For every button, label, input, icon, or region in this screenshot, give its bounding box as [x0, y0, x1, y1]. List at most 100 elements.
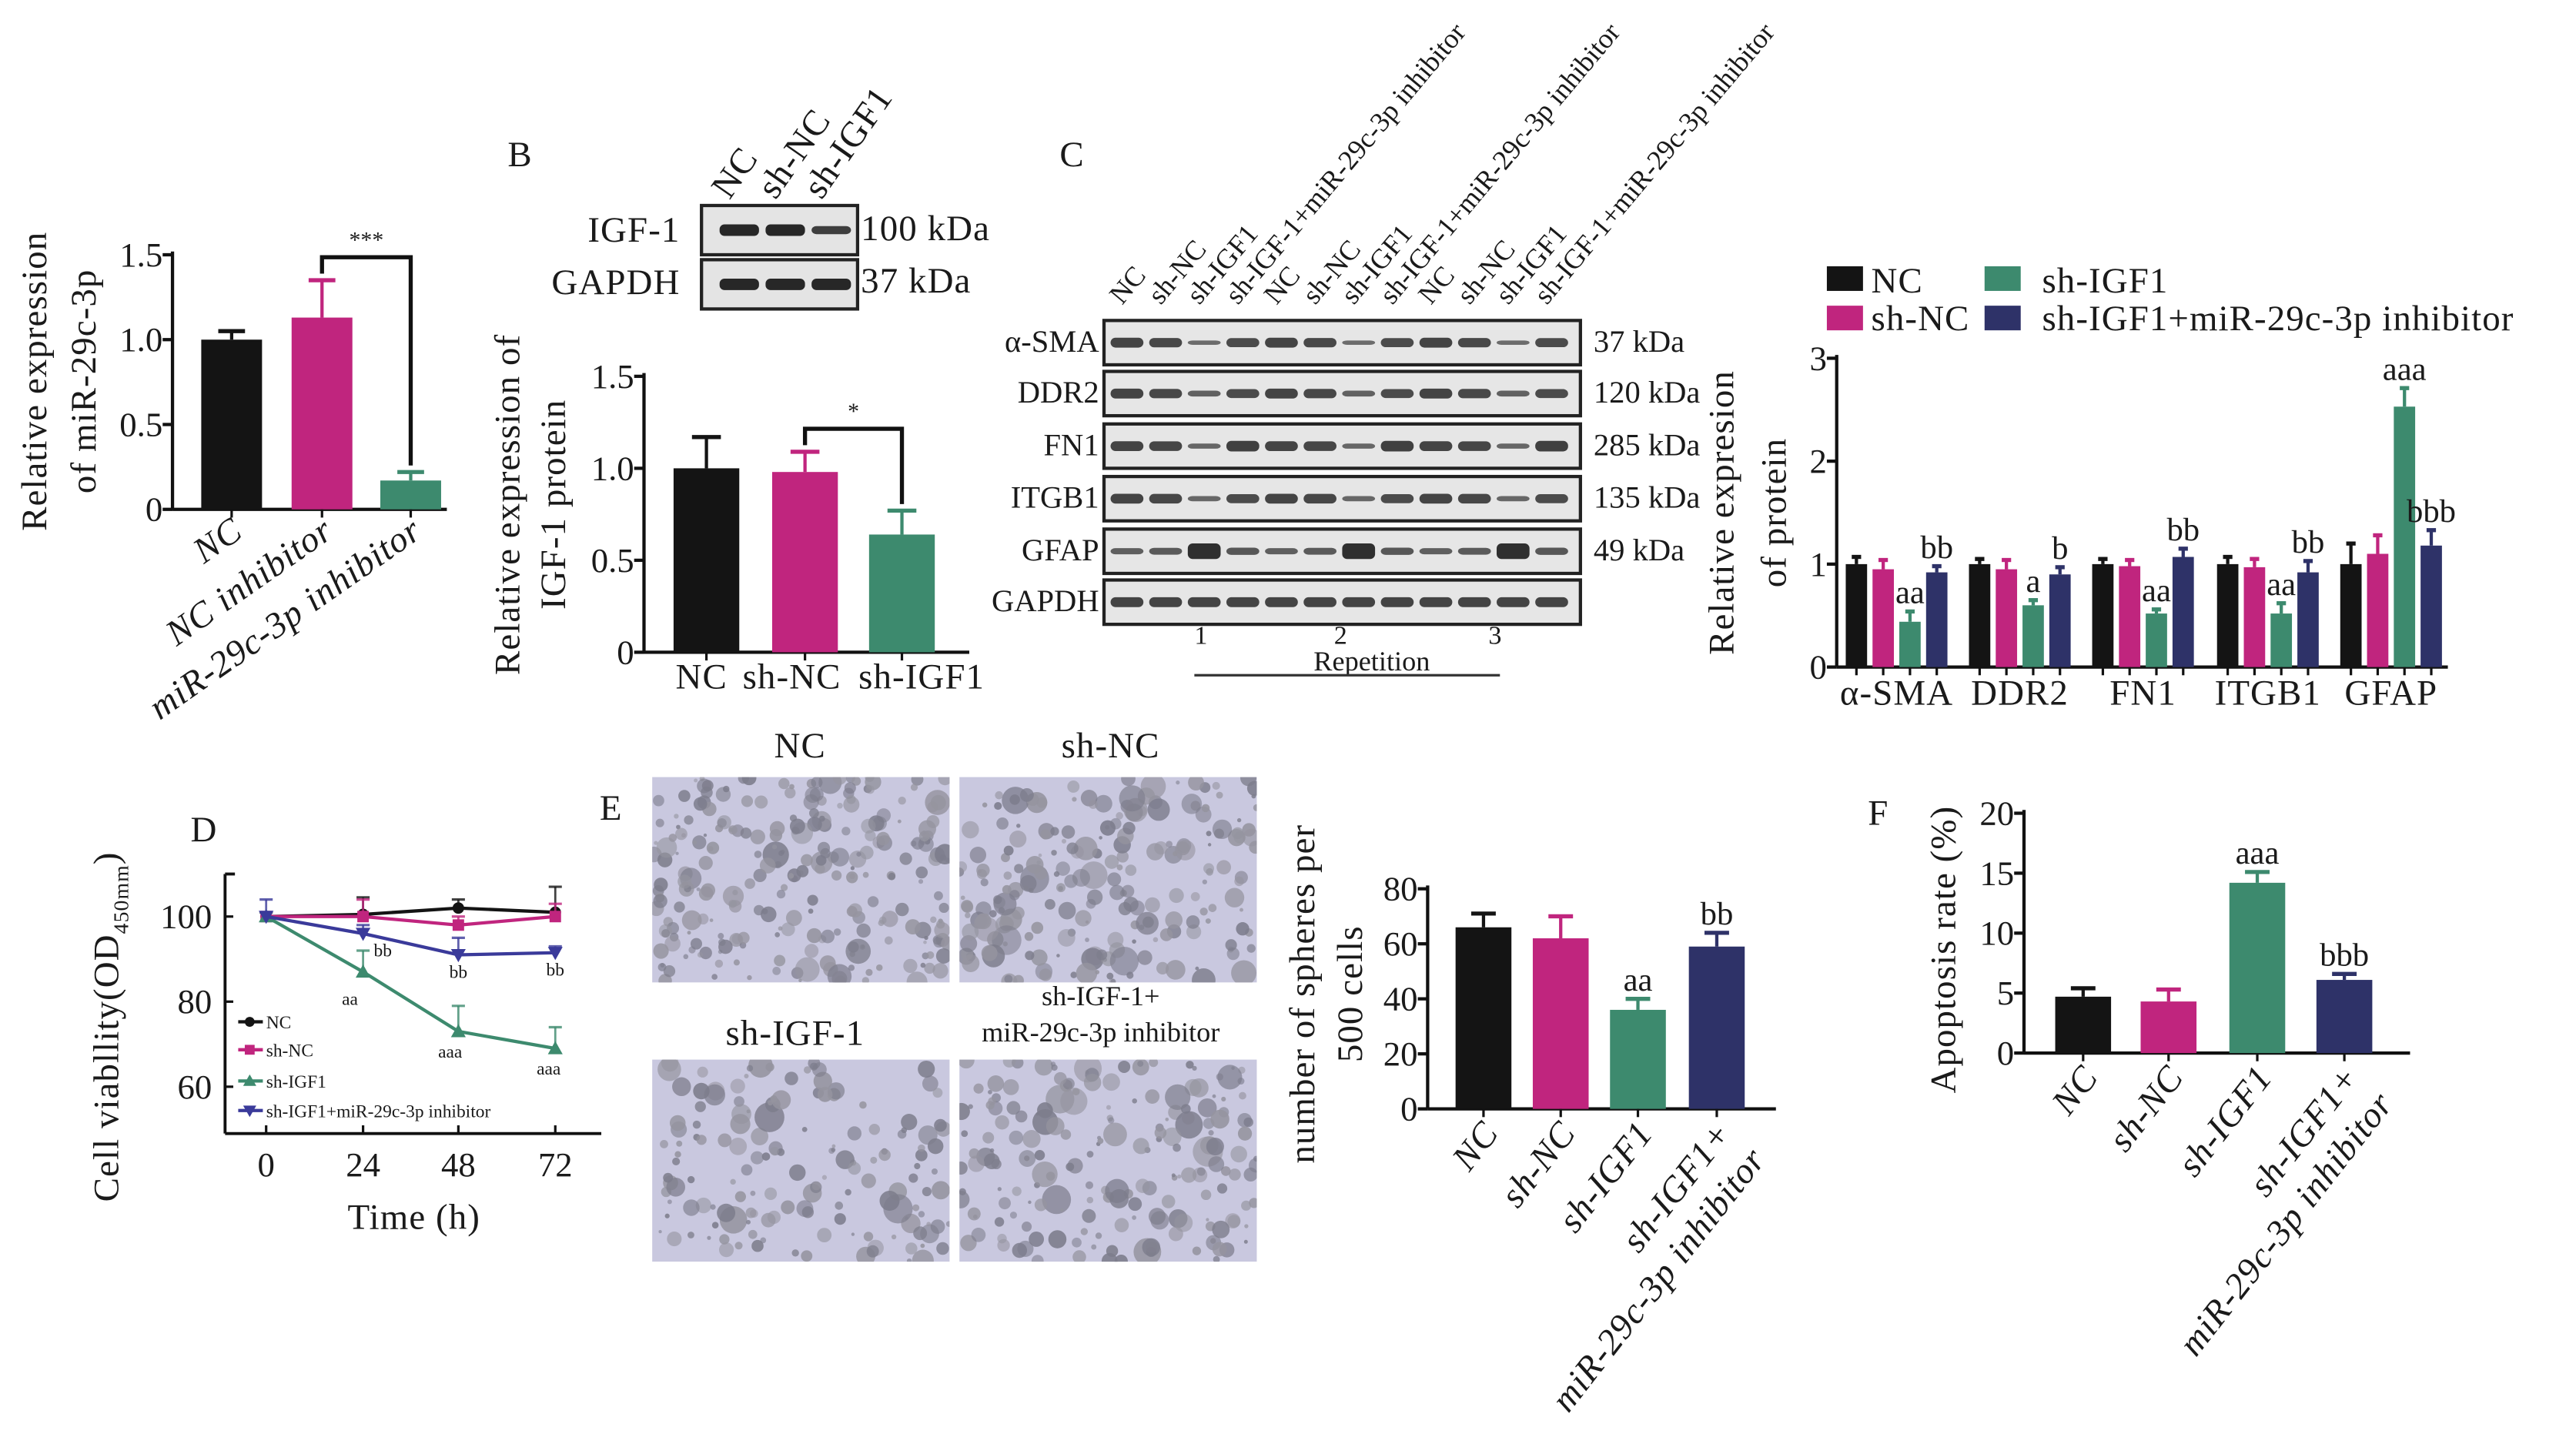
- blot-band: [765, 224, 805, 236]
- blot-band: [1342, 340, 1376, 345]
- sphere: [663, 965, 676, 978]
- bar: [2049, 574, 2071, 667]
- bar: [2340, 563, 2362, 667]
- sphere: [1012, 1186, 1022, 1196]
- significance-annotation: aaa: [438, 1042, 463, 1062]
- chart-f-apoptosis: Apoptosis rate (%) 05101520NCsh-NCaaash-…: [1923, 794, 2410, 1363]
- sphere: [1025, 856, 1044, 874]
- spheres: [657, 1059, 950, 1262]
- image-label-combo-line1: sh-IGF-1+: [1042, 981, 1159, 1011]
- sphere: [938, 777, 950, 786]
- image-label-sh-nc: sh-NC: [1062, 726, 1160, 766]
- sphere: [1009, 1130, 1024, 1145]
- legend-label: sh-NC: [266, 1041, 313, 1061]
- sphere: [709, 918, 714, 922]
- significance-annotation: aaa: [537, 1059, 561, 1079]
- blot-b-row-label: GAPDH: [551, 262, 680, 302]
- sphere: [1239, 1091, 1246, 1100]
- sphere: [1192, 1065, 1197, 1071]
- sphere: [1072, 797, 1077, 802]
- blot-band: [1110, 441, 1144, 451]
- sphere: [1102, 1073, 1120, 1091]
- sphere: [1225, 1213, 1241, 1229]
- sphere: [945, 1221, 950, 1227]
- sphere: [1080, 1228, 1088, 1235]
- sphere: [1145, 1089, 1160, 1104]
- sphere: [698, 856, 713, 871]
- sphere: [706, 841, 720, 854]
- y-tick-label: 20: [1979, 794, 2014, 832]
- sphere: [1056, 883, 1066, 893]
- sphere: [761, 1152, 771, 1161]
- sphere: [1106, 1245, 1119, 1257]
- sphere: [1174, 1213, 1193, 1232]
- sphere: [995, 791, 1003, 800]
- y-tick-label: 1.5: [119, 236, 162, 274]
- chart-c-ylabel-line2: of protein: [1755, 438, 1795, 587]
- chart-d-legend: NC sh-NC sh-IGF1 sh-IGF1+miR-29c-3p inhibit…: [238, 1013, 490, 1121]
- y-tick-label: 40: [1383, 980, 1418, 1018]
- sphere: [731, 934, 743, 944]
- sphere: [1104, 854, 1119, 869]
- sphere: [851, 1232, 855, 1236]
- significance-annotation: b: [2052, 530, 2068, 567]
- sphere: [935, 844, 950, 864]
- sphere: [934, 891, 943, 901]
- category-label: NC: [186, 510, 250, 571]
- sphere: [918, 1211, 925, 1218]
- y-tick-label: 80: [1383, 870, 1418, 908]
- blot-band: [1419, 337, 1453, 348]
- bar: [1455, 927, 1512, 1109]
- series-sh-nc: [259, 898, 562, 931]
- sphere: [687, 1175, 695, 1184]
- sphere: [719, 1234, 730, 1245]
- sphere: [1042, 1185, 1072, 1215]
- sphere: [730, 1178, 736, 1185]
- sphere: [968, 1104, 973, 1109]
- sphere: [692, 1120, 701, 1129]
- blot-band: [1303, 441, 1337, 451]
- sphere: [1019, 787, 1034, 802]
- sphere: [866, 1245, 879, 1258]
- sphere: [690, 938, 703, 950]
- sphere: [1055, 861, 1070, 876]
- significance-annotation: bb: [450, 962, 467, 982]
- significance-annotation: bb: [373, 941, 391, 961]
- sphere: [897, 1129, 907, 1139]
- sphere: [845, 1188, 851, 1196]
- sphere: [959, 861, 968, 873]
- significance-annotation: aaa: [2236, 835, 2280, 871]
- sphere: [1016, 824, 1021, 828]
- legend-label: NC: [1872, 261, 1923, 301]
- sphere: [914, 1162, 921, 1170]
- sphere: [923, 940, 927, 944]
- sphere: [1137, 1060, 1144, 1067]
- blot-band: [1187, 543, 1221, 560]
- sphere: [994, 801, 1002, 811]
- sphere: [1216, 860, 1232, 875]
- sphere: [1009, 890, 1020, 901]
- sphere: [1216, 1183, 1228, 1194]
- sphere: [1239, 907, 1243, 912]
- sphere: [718, 1242, 734, 1258]
- sphere: [658, 1229, 662, 1234]
- sphere: [1202, 879, 1207, 884]
- blot-band: [719, 224, 759, 236]
- sphere: [676, 824, 681, 830]
- sphere-image: [959, 777, 1257, 983]
- significance-bracket: [802, 426, 905, 504]
- blot-band: [1419, 548, 1453, 555]
- sphere: [998, 907, 1005, 914]
- sphere: [913, 1226, 928, 1241]
- western-blot-b: NC sh-NC sh-IGF1 IGF-1 GAPDH 100 kDa 37 …: [551, 79, 989, 311]
- blot-band: [1419, 493, 1453, 504]
- sphere: [1056, 954, 1060, 958]
- sphere: [932, 963, 948, 979]
- significance-stars: ***: [349, 227, 383, 252]
- blot-band: [765, 278, 805, 290]
- category-label: sh-IGF1: [858, 657, 985, 697]
- sphere: [1036, 860, 1041, 865]
- chart-e-ylabel-line1: number of spheres per: [1283, 824, 1323, 1164]
- sphere: [785, 910, 802, 926]
- sphere: [741, 777, 757, 786]
